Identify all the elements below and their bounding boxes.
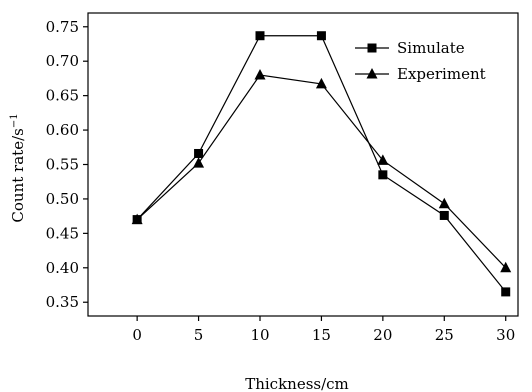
legend: Simulate Experiment (355, 39, 486, 83)
y-axis-label: Count rate/s−1 (9, 113, 27, 222)
data-point-experiment (131, 213, 143, 225)
y-tick-label: 0.45 (46, 224, 79, 242)
y-axis-label-text: Count rate/s (9, 128, 27, 222)
x-tick-label: 20 (373, 326, 392, 344)
legend-item-experiment: Experiment (355, 65, 486, 83)
legend-marker (366, 68, 378, 79)
y-tick-label: 0.75 (46, 18, 79, 36)
x-tick-label: 5 (194, 326, 204, 344)
x-tick-label: 25 (435, 326, 454, 344)
data-point-simulate (316, 31, 326, 41)
y-tick-label: 0.50 (46, 190, 79, 208)
axes (87, 12, 519, 317)
data-point-experiment (315, 77, 327, 89)
x-axis-label: Thickness/cm (245, 375, 349, 392)
plot-frame (87, 12, 519, 317)
legend-label: Experiment (397, 65, 486, 83)
data-point-experiment (438, 197, 450, 209)
data-point-experiment (254, 68, 266, 80)
x-tick-label: 15 (312, 326, 331, 344)
y-axis-label-superscript: −1 (9, 113, 20, 128)
y-tick-label: 0.65 (46, 87, 79, 105)
legend-marker (367, 43, 377, 53)
x-tick-label: 30 (496, 326, 515, 344)
data-point-experiment (500, 261, 512, 273)
data-point-experiment (193, 157, 205, 168)
legend-label: Simulate (397, 39, 465, 57)
y-tick-label: 0.35 (46, 293, 79, 311)
y-tick-label: 0.40 (46, 259, 79, 277)
y-tick-label: 0.70 (46, 52, 79, 70)
legend-item-simulate: Simulate (355, 39, 465, 57)
ticks: 0 5 10 15 20 25 30 0.35 0.40 0.45 0.50 0.55 0.60 0.65… (46, 18, 516, 344)
data-point-simulate (255, 31, 265, 41)
x-tick-label: 0 (132, 326, 142, 344)
series-experiment (131, 68, 512, 273)
data-point-simulate (378, 170, 388, 180)
y-tick-label: 0.55 (46, 156, 79, 174)
data-point-simulate (439, 210, 449, 220)
data-point-simulate (194, 148, 204, 158)
series-group (131, 31, 512, 297)
data-point-simulate (501, 287, 511, 297)
data-point-experiment (377, 154, 389, 165)
y-tick-label: 0.60 (46, 121, 79, 139)
series-line-experiment (136, 74, 507, 269)
x-tick-label: 10 (250, 326, 269, 344)
